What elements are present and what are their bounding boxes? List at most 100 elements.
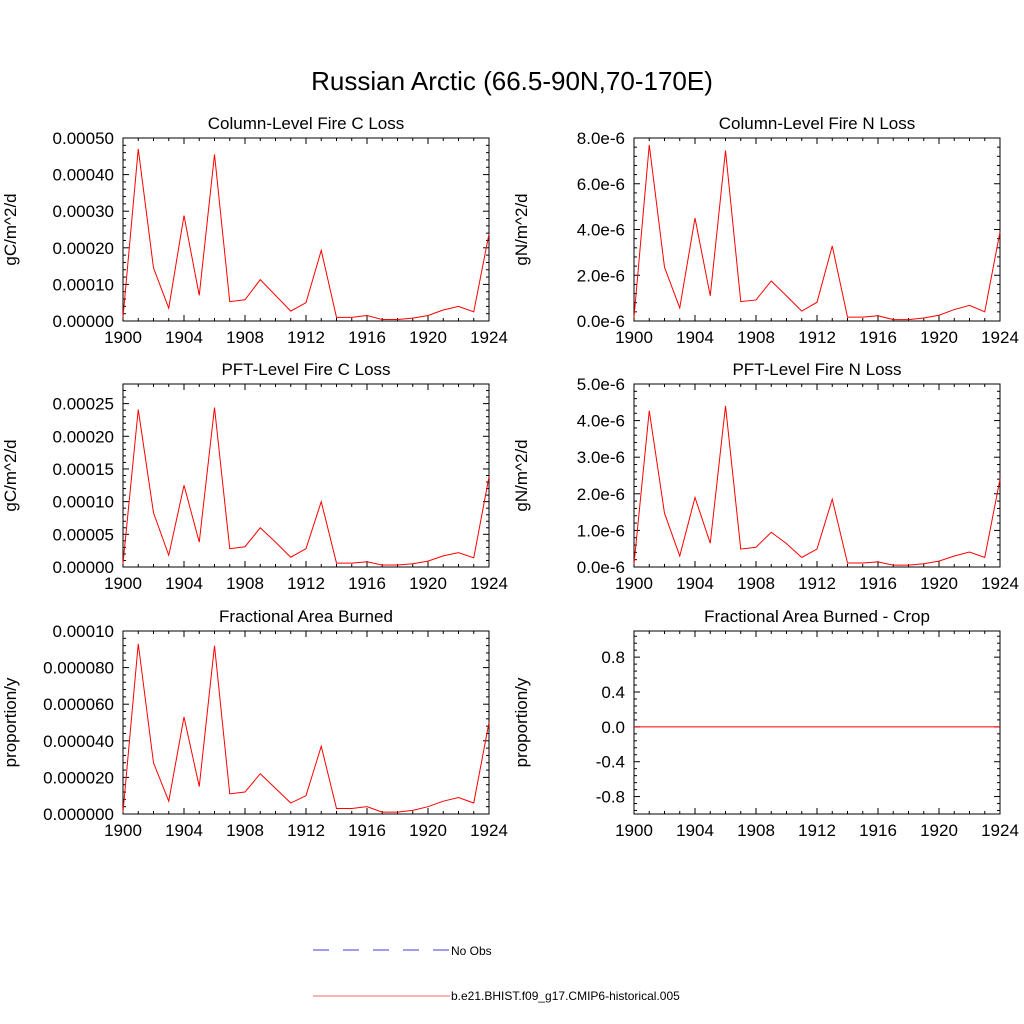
x-tick-label: 1916 (859, 821, 897, 840)
plot-frame (122, 630, 490, 815)
x-tick-label: 1920 (920, 328, 958, 347)
x-tick-label: 1916 (348, 574, 386, 593)
y-tick-label: 0.00020 (53, 427, 114, 446)
x-tick-label: 1900 (104, 574, 142, 593)
chart-panel: Fractional Area Burned proportion/y 1900 19… (1, 607, 508, 840)
chart-title: PFT-Level Fire C Loss (221, 360, 390, 379)
legend-label-model: b.e21.BHIST.f09_g17.CMIP6-historical.005 (451, 989, 680, 1003)
y-tick-label: 0.0 (601, 718, 625, 737)
series-line (122, 407, 490, 566)
y-axis-label: gC/m^2/d (1, 439, 20, 511)
x-tick-label: 1908 (737, 574, 775, 593)
y-tick-label: 0.00000 (53, 312, 114, 331)
x-tick-label: 1920 (920, 821, 958, 840)
y-tick-label: 0.00040 (53, 166, 114, 185)
chart-title: Fractional Area Burned (219, 607, 393, 626)
x-tick-label: 1924 (981, 328, 1019, 347)
chart-panel: Fractional Area Burned - Crop proportion/… (512, 607, 1019, 840)
y-tick-label: 0.00020 (53, 239, 114, 258)
x-tick-label: 1912 (287, 328, 325, 347)
x-tick-label: 1920 (409, 574, 447, 593)
plot-frame (122, 137, 490, 322)
x-tick-label: 1912 (798, 574, 836, 593)
x-tick-label: 1912 (287, 574, 325, 593)
x-tick-label: 1908 (226, 328, 264, 347)
y-tick-label: 0.4 (601, 683, 625, 702)
x-tick-label: 1912 (798, 328, 836, 347)
x-tick-label: 1916 (859, 574, 897, 593)
x-tick-label: 1900 (615, 821, 653, 840)
chart-title: Column-Level Fire N Loss (719, 114, 916, 133)
y-tick-label: 0.000080 (43, 659, 114, 678)
y-axis-label: proportion/y (512, 677, 531, 767)
y-tick-label: 0.00010 (53, 622, 114, 641)
x-tick-label: 1920 (409, 821, 447, 840)
chart-panels: Column-Level Fire C Loss gC/m^2/d 1900 1904… (1, 114, 1019, 840)
x-tick-label: 1900 (104, 821, 142, 840)
chart-title: PFT-Level Fire N Loss (732, 360, 901, 379)
x-tick-label: 1904 (676, 328, 714, 347)
y-tick-label: 0.00030 (53, 202, 114, 221)
y-tick-label: 0.000040 (43, 732, 114, 751)
y-tick-label: 0.000020 (43, 768, 114, 787)
chart-panel: PFT-Level Fire N Loss gN/m^2/d 1900 1904 190… (512, 360, 1019, 593)
series-line (122, 643, 490, 813)
chart-title: Fractional Area Burned - Crop (704, 607, 930, 626)
y-axis-label: gN/m^2/d (512, 193, 531, 265)
x-tick-label: 1908 (737, 821, 775, 840)
plot-frame (633, 630, 1001, 815)
x-tick-label: 1916 (348, 328, 386, 347)
x-tick-label: 1904 (165, 328, 203, 347)
y-tick-label: 2.0e-6 (577, 266, 625, 285)
series-line (633, 405, 1001, 566)
x-tick-label: 1904 (676, 821, 714, 840)
y-tick-label: -0.4 (596, 753, 625, 772)
y-tick-label: 0.0e-6 (577, 312, 625, 331)
x-tick-label: 1900 (104, 328, 142, 347)
x-tick-label: 1920 (920, 574, 958, 593)
x-tick-label: 1912 (287, 821, 325, 840)
x-tick-label: 1904 (676, 574, 714, 593)
x-tick-label: 1924 (470, 574, 508, 593)
x-tick-label: 1904 (165, 574, 203, 593)
y-tick-label: 8.0e-6 (577, 129, 625, 148)
series-line (633, 144, 1001, 321)
y-axis-label: proportion/y (1, 677, 20, 767)
plot-frame (633, 383, 1001, 568)
x-tick-label: 1908 (226, 574, 264, 593)
x-tick-label: 1924 (981, 821, 1019, 840)
chart-title: Column-Level Fire C Loss (208, 114, 405, 133)
x-tick-label: 1908 (737, 328, 775, 347)
y-tick-label: 5.0e-6 (577, 375, 625, 394)
y-tick-label: 0.00010 (53, 493, 114, 512)
x-tick-label: 1900 (615, 574, 653, 593)
y-tick-label: 0.00010 (53, 275, 114, 294)
x-tick-label: 1920 (409, 328, 447, 347)
y-tick-label: 4.0e-6 (577, 221, 625, 240)
x-tick-label: 1912 (798, 821, 836, 840)
chart-panel: PFT-Level Fire C Loss gC/m^2/d 1900 1904 190… (1, 360, 508, 593)
y-tick-label: -0.8 (596, 788, 625, 807)
y-tick-label: 0.00015 (53, 460, 114, 479)
y-tick-label: 0.000000 (43, 805, 114, 824)
x-tick-label: 1924 (981, 574, 1019, 593)
y-tick-label: 0.00025 (53, 395, 114, 414)
legend: No Obs b.e21.BHIST.f09_g17.CMIP6-histori… (313, 944, 680, 1003)
y-axis-label: gC/m^2/d (1, 193, 20, 265)
chart-panel: Column-Level Fire C Loss gC/m^2/d 1900 1904… (1, 114, 508, 347)
y-tick-label: 2.0e-6 (577, 485, 625, 504)
x-tick-label: 1908 (226, 821, 264, 840)
y-tick-label: 1.0e-6 (577, 521, 625, 540)
y-tick-label: 3.0e-6 (577, 448, 625, 467)
x-tick-label: 1916 (348, 821, 386, 840)
y-tick-label: 4.0e-6 (577, 412, 625, 431)
x-tick-label: 1924 (470, 328, 508, 347)
y-tick-label: 6.0e-6 (577, 175, 625, 194)
figure-title: Russian Arctic (66.5-90N,70-170E) (311, 66, 713, 96)
y-tick-label: 0.8 (601, 648, 625, 667)
y-tick-label: 0.00000 (53, 558, 114, 577)
x-tick-label: 1900 (615, 328, 653, 347)
chart-panel: Column-Level Fire N Loss gN/m^2/d 1900 1904… (512, 114, 1019, 347)
y-tick-label: 0.00050 (53, 129, 114, 148)
